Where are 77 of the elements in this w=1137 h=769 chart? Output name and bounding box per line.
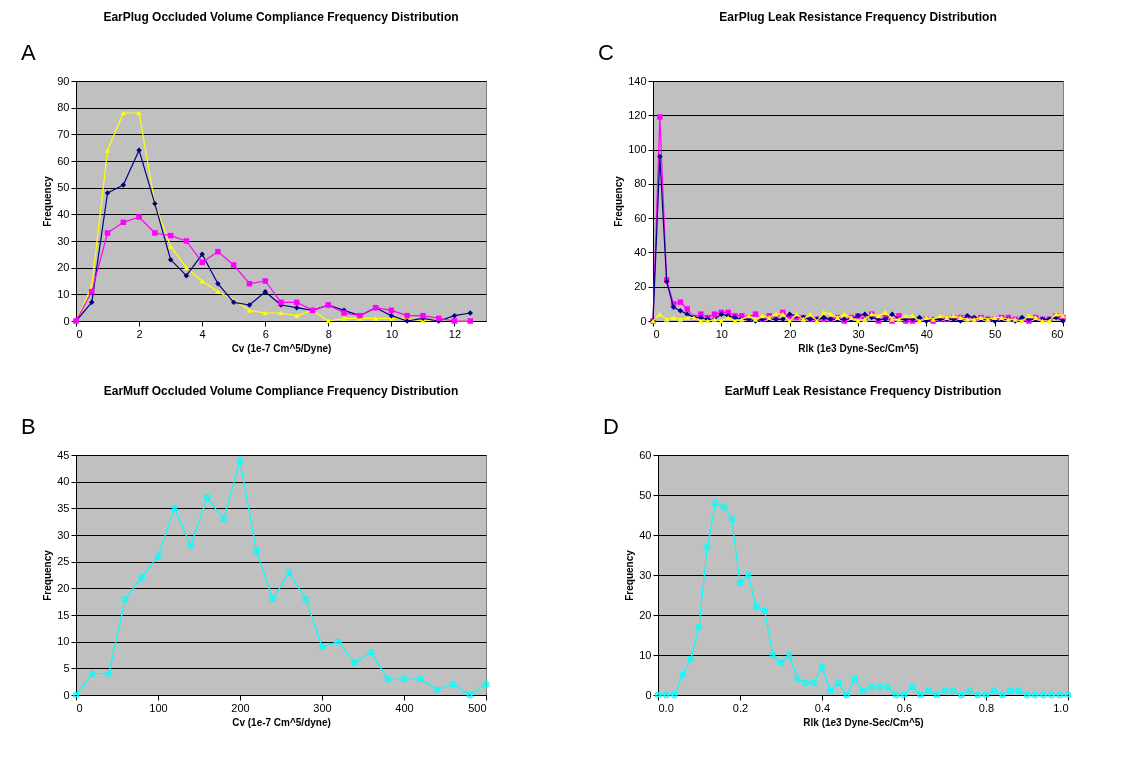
y-tick-label: 60 xyxy=(639,448,652,461)
x-tick-label: 0 xyxy=(76,327,83,340)
y-tick-label: 10 xyxy=(57,287,70,300)
x-tick-label: 6 xyxy=(262,327,269,340)
x-tick-label: 0 xyxy=(653,327,660,340)
x-tick-label: 10 xyxy=(385,327,399,340)
x-tick-label: 500 xyxy=(468,701,487,714)
y-tick-label: 60 xyxy=(634,211,647,224)
y-tick-label: 10 xyxy=(57,635,70,648)
x-axis-title: Rlk (1e3 Dyne-Sec/Cm^5) xyxy=(803,716,924,728)
y-tick-label: 80 xyxy=(634,177,647,190)
y-tick-label: 120 xyxy=(628,108,647,121)
x-tick-label: 50 xyxy=(989,327,1002,340)
x-axis-title: Cv (1e-7 Cm^5/dyne) xyxy=(232,716,331,728)
y-tick-label: 15 xyxy=(57,608,70,621)
chart-title: EarPlug Occluded Volume Compliance Frequency Distribution xyxy=(103,10,459,24)
y-tick-label: 25 xyxy=(57,555,70,568)
chart-title: EarPlug Leak Resistance Frequency Distribution xyxy=(719,10,997,24)
y-tick-label: 10 xyxy=(639,648,652,661)
x-tick-label: 60 xyxy=(1051,327,1064,340)
text: D xyxy=(603,414,619,439)
y-tick-label: 40 xyxy=(57,475,70,488)
x-tick-label: 2 xyxy=(136,327,143,340)
y-axis-title: Frequency xyxy=(42,549,54,601)
x-tick-label: 0.2 xyxy=(732,701,749,714)
y-tick-label: 40 xyxy=(639,528,652,541)
x-tick-label: 0.4 xyxy=(814,701,831,714)
y-tick-label: 40 xyxy=(57,207,70,220)
chart-title: EarMuff Occluded Volume Compliance Frequency Distribution xyxy=(103,384,459,398)
x-tick-label: 30 xyxy=(852,327,865,340)
x-axis-title: Cv (1e-7 Cm^5/Dyne) xyxy=(231,342,332,354)
x-tick-label: 40 xyxy=(920,327,933,340)
y-tick-label: 80 xyxy=(57,101,70,114)
y-axis-title: Frequency xyxy=(42,175,54,227)
x-tick-label: 0.0 xyxy=(658,701,674,714)
x-tick-label: 12 xyxy=(448,327,462,340)
y-tick-label: 30 xyxy=(57,528,70,541)
y-tick-label: 20 xyxy=(57,581,70,594)
chart-title: EarMuff Leak Resistance Frequency Distribution xyxy=(724,384,1002,398)
y-tick-label: 0 xyxy=(645,688,652,701)
text: B xyxy=(21,414,36,439)
x-tick-label: 0.8 xyxy=(978,701,995,714)
y-tick-label: 20 xyxy=(57,261,70,274)
y-tick-label: 0 xyxy=(640,314,647,327)
x-tick-label: 4 xyxy=(199,327,206,340)
text: C xyxy=(598,40,614,65)
y-tick-label: 5 xyxy=(63,661,70,674)
y-tick-label: 30 xyxy=(57,234,70,247)
y-tick-label: 60 xyxy=(57,154,70,167)
x-tick-label: 20 xyxy=(784,327,797,340)
y-tick-label: 40 xyxy=(634,245,647,258)
y-tick-label: 90 xyxy=(57,74,70,87)
y-tick-label: 0 xyxy=(63,688,70,701)
x-tick-label: 200 xyxy=(231,701,250,714)
y-tick-label: 35 xyxy=(57,501,70,514)
y-tick-label: 20 xyxy=(634,280,647,293)
y-tick-label: 70 xyxy=(57,127,70,140)
x-tick-label: 10 xyxy=(715,327,728,340)
y-axis-title: Frequency xyxy=(624,549,636,601)
y-tick-label: 30 xyxy=(639,568,652,581)
x-tick-label: 300 xyxy=(313,701,332,714)
y-tick-label: 50 xyxy=(639,488,652,501)
x-tick-label: 100 xyxy=(149,701,168,714)
x-tick-label: 8 xyxy=(325,327,332,340)
text: A xyxy=(21,40,36,65)
y-tick-label: 0 xyxy=(63,314,70,327)
x-tick-label: 1.0 xyxy=(1053,701,1069,714)
x-tick-label: 400 xyxy=(395,701,414,714)
y-tick-label: 140 xyxy=(628,74,647,87)
y-tick-label: 45 xyxy=(57,448,70,461)
y-axis-title: Frequency xyxy=(613,175,625,227)
x-tick-label: 0.6 xyxy=(896,701,913,714)
y-tick-label: 100 xyxy=(628,143,647,156)
y-tick-label: 20 xyxy=(639,608,652,621)
x-tick-label: 0 xyxy=(76,701,83,714)
y-tick-label: 50 xyxy=(57,181,70,194)
x-axis-title: Rlk (1e3 Dyne-Sec/Cm^5) xyxy=(798,342,919,354)
